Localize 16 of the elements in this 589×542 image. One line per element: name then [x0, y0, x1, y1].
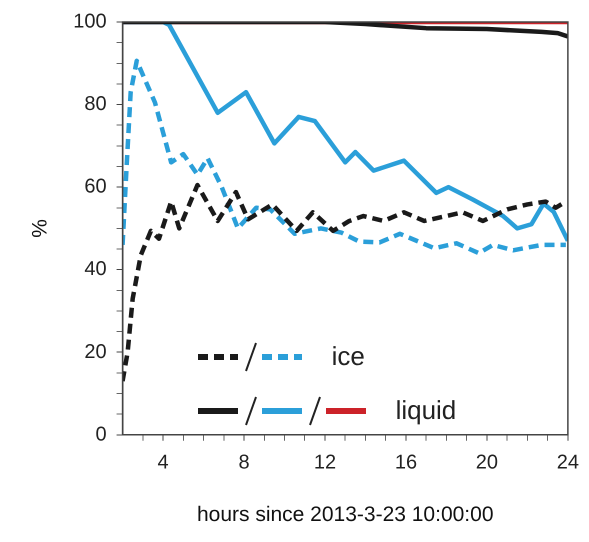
x-tick-label: 20 — [476, 451, 498, 474]
x-axis-title: hours since 2013-3-23 10:00:00 — [196, 503, 494, 526]
y-axis-title: % — [28, 219, 52, 238]
x-tick-label: 4 — [157, 451, 169, 474]
annotation: ice — [332, 341, 365, 372]
y-tick-label: 60 — [84, 176, 107, 198]
x-tick-label: 16 — [394, 451, 418, 474]
y-tick-label: 100 — [73, 10, 107, 33]
y-tick-label: 80 — [84, 93, 107, 116]
x-tick-label: 12 — [314, 451, 336, 474]
x-tick-label: 8 — [238, 451, 250, 474]
y-tick-label: 0 — [95, 423, 107, 446]
x-tick-label: 24 — [556, 451, 579, 474]
y-tick-label: 40 — [84, 258, 107, 280]
y-tick-label: 20 — [84, 340, 107, 363]
annotation: liquid — [396, 395, 456, 426]
